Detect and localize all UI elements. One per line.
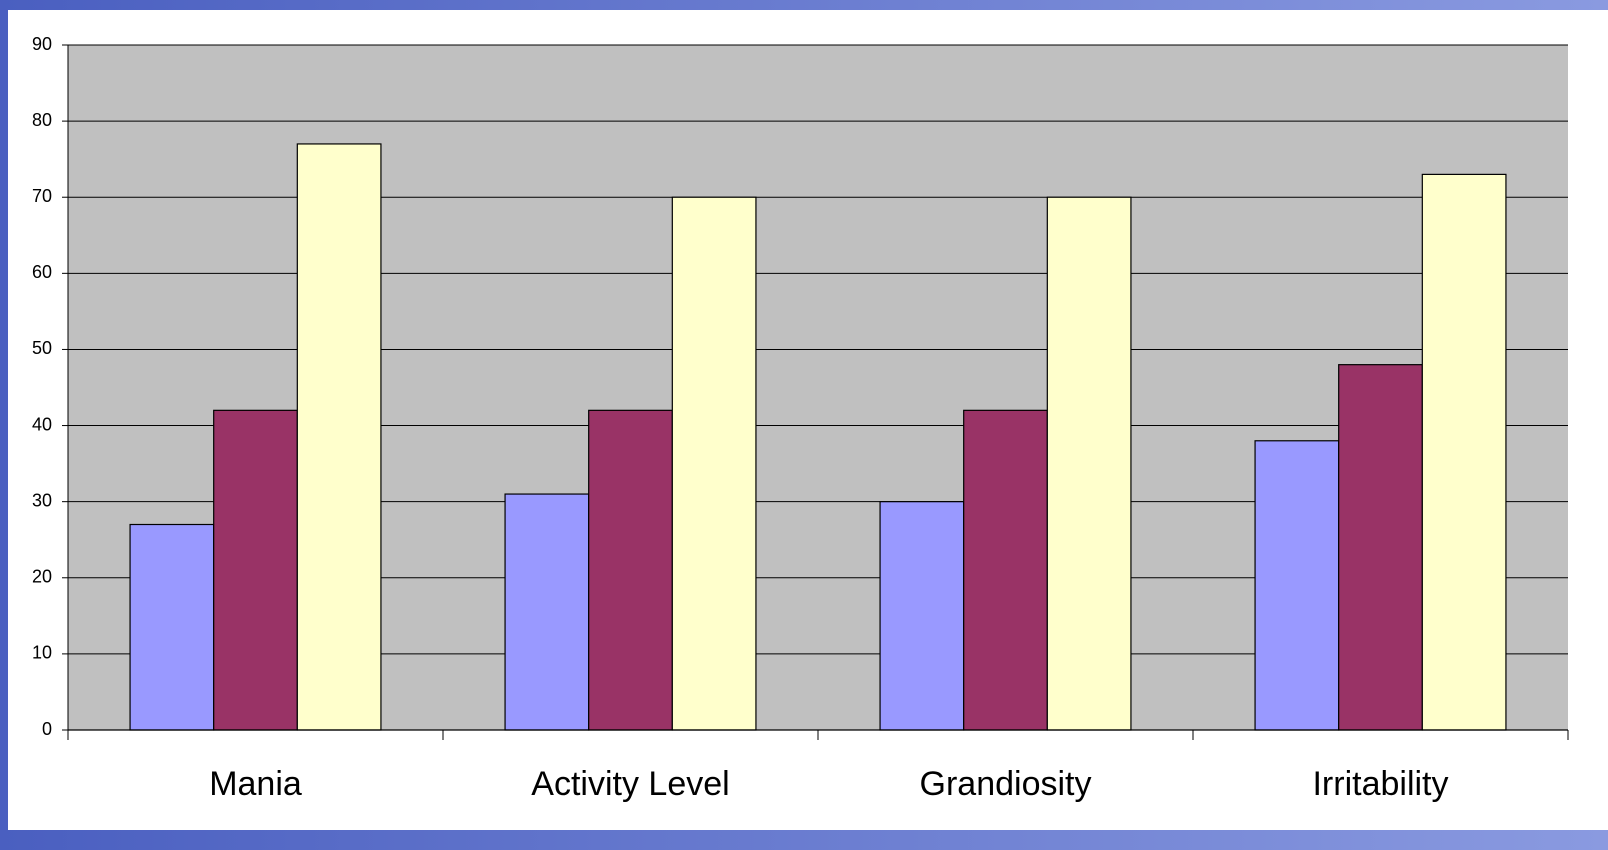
x-tick-label: Activity Level xyxy=(531,765,729,803)
y-tick-label: 0 xyxy=(42,719,52,739)
bar xyxy=(504,493,590,731)
y-tick-label: 10 xyxy=(32,643,52,663)
bar xyxy=(296,143,382,731)
x-tick-label: Mania xyxy=(209,765,302,803)
bar xyxy=(1046,196,1132,731)
y-tick-label: 40 xyxy=(32,414,52,434)
bar xyxy=(671,196,757,731)
bar xyxy=(963,409,1048,731)
y-tick-label: 50 xyxy=(32,338,52,358)
bar xyxy=(1338,364,1423,731)
bar xyxy=(1254,440,1340,731)
y-tick-label: 60 xyxy=(32,262,52,282)
x-tick-label: Grandiosity xyxy=(920,765,1092,803)
bar xyxy=(213,409,298,731)
bar xyxy=(588,409,673,731)
y-tick-label: 70 xyxy=(32,186,52,206)
bar xyxy=(1421,173,1507,731)
bar xyxy=(129,523,215,731)
y-tick-label: 20 xyxy=(32,567,52,587)
y-tick-label: 90 xyxy=(32,34,52,54)
bar xyxy=(879,501,965,731)
x-tick-label: Irritability xyxy=(1312,765,1448,803)
y-tick-label: 30 xyxy=(32,490,52,510)
y-tick-label: 80 xyxy=(32,110,52,130)
